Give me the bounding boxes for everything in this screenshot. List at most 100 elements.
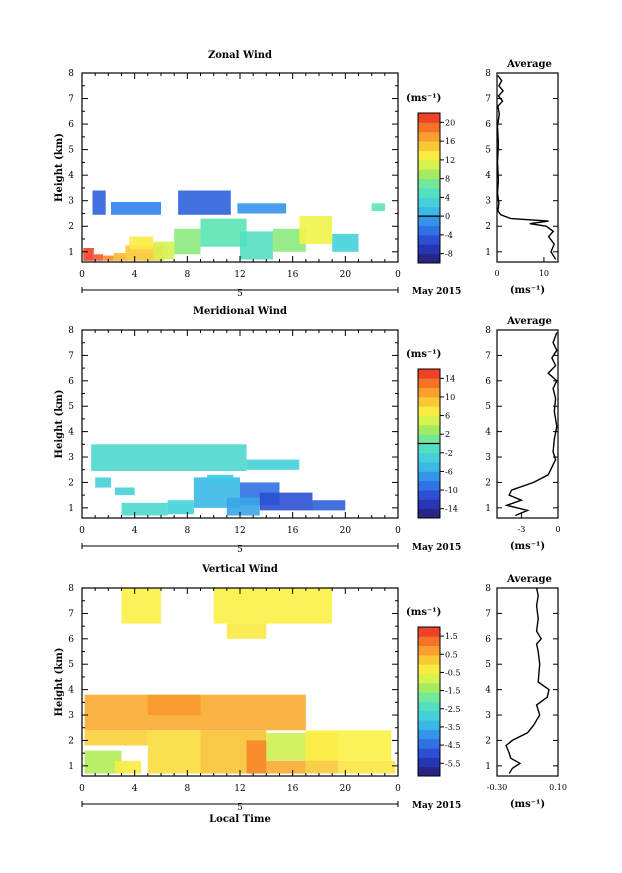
zonal-ytick-label: 1 (68, 248, 74, 258)
zonal-cell-8 (200, 218, 247, 247)
zonal-colorbar-tick-label: -8 (445, 250, 453, 259)
zonal-colorbar-swatch (418, 159, 440, 170)
zonal-average-title: Average (506, 59, 552, 70)
zonal-heatmap (83, 190, 385, 261)
zonal-colorbar-swatch (418, 141, 440, 151)
vertical-ylabel: Height (km) (54, 648, 65, 717)
vertical-xtick-label: 8 (184, 784, 190, 794)
zonal-xtick-label: 0 (395, 270, 401, 280)
vertical-xtick-label: 12 (234, 784, 245, 794)
zonal-colorbar-swatch (418, 169, 440, 180)
meridional-average-title: Average (506, 316, 552, 327)
vertical-cell-6 (266, 732, 306, 761)
meridional-colorbar-tick-label: 10 (445, 393, 455, 402)
zonal-average-ytick-label: 3 (485, 197, 491, 207)
zonal-average-ytick-label: 2 (485, 222, 491, 232)
zonal-average-panel: Average 1 2 3 4 5 6 7 8 0 10 (ms⁻¹) (485, 59, 559, 296)
vertical-cell-7 (266, 760, 306, 774)
zonal-cell-1 (93, 254, 103, 261)
meridional-average-frame (496, 329, 559, 519)
vertical-xtick-label: 16 (287, 784, 299, 794)
zonal-colorbar-tick-label: 12 (445, 156, 455, 165)
meridional-heatmap (91, 444, 346, 516)
meridional-average-ytick-label: 4 (485, 428, 491, 438)
meridional-average-ytick-label: 2 (485, 478, 491, 488)
vertical-title: Vertical Wind (201, 564, 278, 575)
meridional-colorbar-tick-label: -10 (445, 486, 458, 495)
vertical-ytick-label: 4 (68, 686, 74, 696)
zonal-xtick-label: 16 (287, 270, 299, 280)
meridional-colorbar-swatch (418, 471, 440, 482)
vertical-xtick-label: 20 (340, 784, 352, 794)
meridional-day-label: 5 (237, 545, 243, 555)
meridional-xtick-label: 0 (395, 526, 401, 536)
vertical-ytick-label: 3 (68, 711, 74, 721)
meridional-average-panel: Average 1 2 3 4 5 6 7 8 -3 0 (ms⁻¹) (485, 316, 560, 552)
meridional-colorbar-swatch (418, 499, 440, 510)
zonal-xtick-label: 8 (184, 270, 190, 280)
meridional-ytick-label: 3 (68, 453, 74, 463)
zonal-average-ytick-label: 6 (485, 120, 491, 130)
meridional-cell-11 (207, 474, 234, 483)
vertical-colorbar-swatch (418, 645, 440, 656)
zonal-average-ytick-label: 7 (485, 95, 491, 105)
vertical-average-ytick-label: 7 (485, 609, 491, 619)
vertical-colorbar-tick-label: -1.5 (445, 687, 460, 696)
meridional-colorbar: 14 10 6 2 -2 -6 -10 -14 (ms⁻¹) (406, 349, 458, 519)
vertical-average-unit: (ms⁻¹) (510, 799, 545, 810)
meridional-colorbar-unit: (ms⁻¹) (406, 349, 441, 360)
zonal-xtick-label: 20 (340, 270, 352, 280)
zonal-xtick-label: 12 (234, 270, 245, 280)
vertical-xtick-label: 0 (395, 784, 401, 794)
vertical-cell-3 (147, 730, 201, 774)
meridional-average-ytick-label: 7 (485, 351, 491, 361)
meridional-colorbar-tick-label: -2 (445, 449, 453, 458)
zonal-cell-13 (92, 190, 106, 215)
meridional-xtick-label: 4 (132, 526, 138, 536)
vertical-colorbar-frame (417, 626, 441, 777)
zonal-cell-17 (371, 203, 385, 211)
meridional-colorbar-swatch (418, 508, 440, 519)
vertical-colorbar-tick-label: -0.5 (445, 668, 460, 677)
vertical-average-profile-line (505, 587, 550, 774)
zonal-colorbar-swatch (418, 206, 440, 217)
meridional-ytick-label: 6 (68, 377, 74, 387)
zonal-colorbar-swatch (418, 253, 440, 264)
zonal-colorbar-tick-label: 16 (445, 137, 455, 146)
vertical-colorbar-tick-label: -2.5 (445, 705, 460, 714)
zonal-colorbar-swatch (418, 188, 440, 198)
meridional-ytick-label: 4 (68, 428, 74, 438)
meridional-xtick-label: 16 (287, 526, 299, 536)
meridional-average-unit: (ms⁻¹) (510, 541, 545, 552)
zonal-cell-12 (332, 233, 359, 252)
meridional-ytick-label: 7 (68, 351, 74, 361)
meridional-ytick-label: 1 (68, 504, 74, 514)
meridional-average-ytick-label: 3 (485, 453, 491, 463)
vertical-colorbar-swatch (418, 682, 440, 693)
meridional-average-profile-line (504, 332, 558, 517)
zonal-colorbar-swatch (418, 150, 440, 161)
zonal-cell-9 (240, 231, 273, 260)
vertical-colorbar-swatch (418, 710, 440, 721)
zonal-day-label: 5 (237, 289, 243, 299)
zonal-colorbar-swatch (418, 225, 440, 236)
x-axis-label: Local Time (209, 814, 271, 825)
vertical-ytick-label: 1 (68, 762, 74, 772)
zonal-cell-5 (129, 236, 154, 250)
zonal-average-unit: (ms⁻¹) (510, 285, 545, 296)
meridional-average-ytick-label: 1 (485, 504, 491, 514)
zonal-colorbar-swatch (418, 197, 440, 208)
zonal-cell-14 (111, 202, 161, 215)
meridional-colorbar-swatch (418, 378, 440, 389)
vertical-colorbar: 1.5 0.5 -0.5 -1.5 -2.5 -3.5 -4.5 -5.5 (ms⁻¹) (406, 607, 460, 777)
vertical-average-ytick-label: 8 (485, 584, 491, 594)
vertical-colorbar-swatch (418, 766, 440, 777)
vertical-average-ytick-label: 5 (485, 660, 491, 670)
vertical-cell-14 (213, 588, 333, 624)
vertical-colorbar-swatch (418, 636, 440, 647)
meridional-colorbar-tick-label: 2 (445, 430, 450, 439)
zonal-cell-15 (178, 190, 231, 215)
meridional-average-ytick-label: 6 (485, 377, 491, 387)
